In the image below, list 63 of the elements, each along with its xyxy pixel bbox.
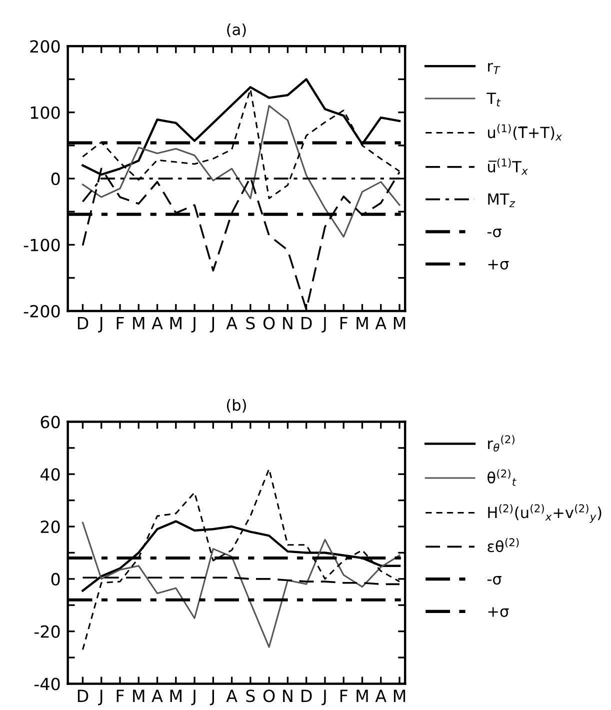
y-tick-label: -20 (34, 625, 60, 638)
legend-label: r$_{θ}$$^{(2)}$ (488, 435, 514, 452)
x-tick-label: M (133, 317, 144, 330)
x-tick-label: M (133, 690, 144, 702)
legend-label: MT$_{z}$ (488, 194, 516, 208)
x-tick-label: S (246, 316, 255, 330)
x-tick-label: O (263, 316, 275, 330)
x-tick-label: A (152, 690, 163, 702)
x-tick-label: J (210, 317, 214, 333)
chart-title: (a) (227, 23, 246, 38)
legend-label: +σ (488, 260, 509, 270)
legend-label: T$_{t}$ (486, 92, 501, 106)
y-tick-label: -100 (24, 238, 60, 252)
x-tick-label: M (170, 317, 182, 330)
x-tick-label: A (375, 317, 386, 330)
chart-title: (b) (226, 399, 246, 413)
x-tick-label: N (283, 317, 292, 330)
legend-label: θ$^{(2)}$$_{t}$ (488, 469, 516, 486)
line-series (82, 104, 400, 238)
y-tick-label: 40 (40, 468, 60, 481)
x-tick-label: A (226, 317, 238, 330)
text: H$^{(2)}$(u$^{(2)}$$_{x}$+v$^{(2)}$$_{y}$) (488, 504, 602, 523)
x-tick-label: N (283, 690, 292, 702)
x-tick-label: A (375, 690, 386, 702)
legend-label: εθ$^{(2)}$ (488, 538, 519, 552)
x-tick-label: M (356, 317, 368, 330)
x-tick-label: J (191, 317, 196, 333)
y-tick-label: 20 (40, 520, 60, 534)
x-tick-label: S (246, 690, 255, 702)
x-tick-label: M (394, 690, 406, 702)
x-tick-label: J (98, 317, 102, 333)
x-tick-label: F (116, 317, 124, 330)
legend-label: -σ (487, 576, 502, 585)
x-tick-label: J (210, 690, 214, 706)
y-tick-label: 60 (40, 416, 60, 428)
legend-label: -σ (487, 228, 502, 238)
x-tick-label: J (191, 690, 196, 706)
y-tick-label: 200 (30, 40, 60, 53)
x-tick-label: J (322, 317, 326, 333)
x-tick-label: D (78, 317, 88, 330)
x-tick-label: M (170, 690, 182, 702)
legend-label: u$^{(1)}$(T̅+T)$_{x}$ (488, 124, 562, 140)
x-tick-label: F (116, 690, 124, 702)
y-tick-label: -40 (34, 678, 60, 690)
x-tick-label: O (263, 690, 275, 702)
y-tick-label: -200 (24, 304, 60, 318)
x-tick-label: J (98, 690, 102, 706)
legend-label: r$_{T}$ (488, 62, 500, 74)
x-tick-label: F (340, 690, 348, 702)
legend-label: +σ (488, 607, 509, 617)
y-tick-label: 0 (51, 172, 60, 186)
x-tick-label: M (394, 317, 406, 330)
y-tick-label: 100 (30, 106, 60, 119)
x-tick-label: A (226, 690, 238, 702)
x-tick-label: D (302, 690, 312, 702)
x-tick-label: M (356, 690, 368, 702)
x-tick-label: D (78, 690, 88, 702)
x-tick-label: A (152, 317, 163, 330)
x-tick-label: F (340, 317, 348, 330)
y-tick-label: 0 (51, 572, 60, 586)
x-tick-label: D (302, 317, 312, 330)
legend-label: u̅$^{(1)}$T$_{x}$ (488, 158, 528, 175)
x-tick-label: J (322, 690, 326, 706)
